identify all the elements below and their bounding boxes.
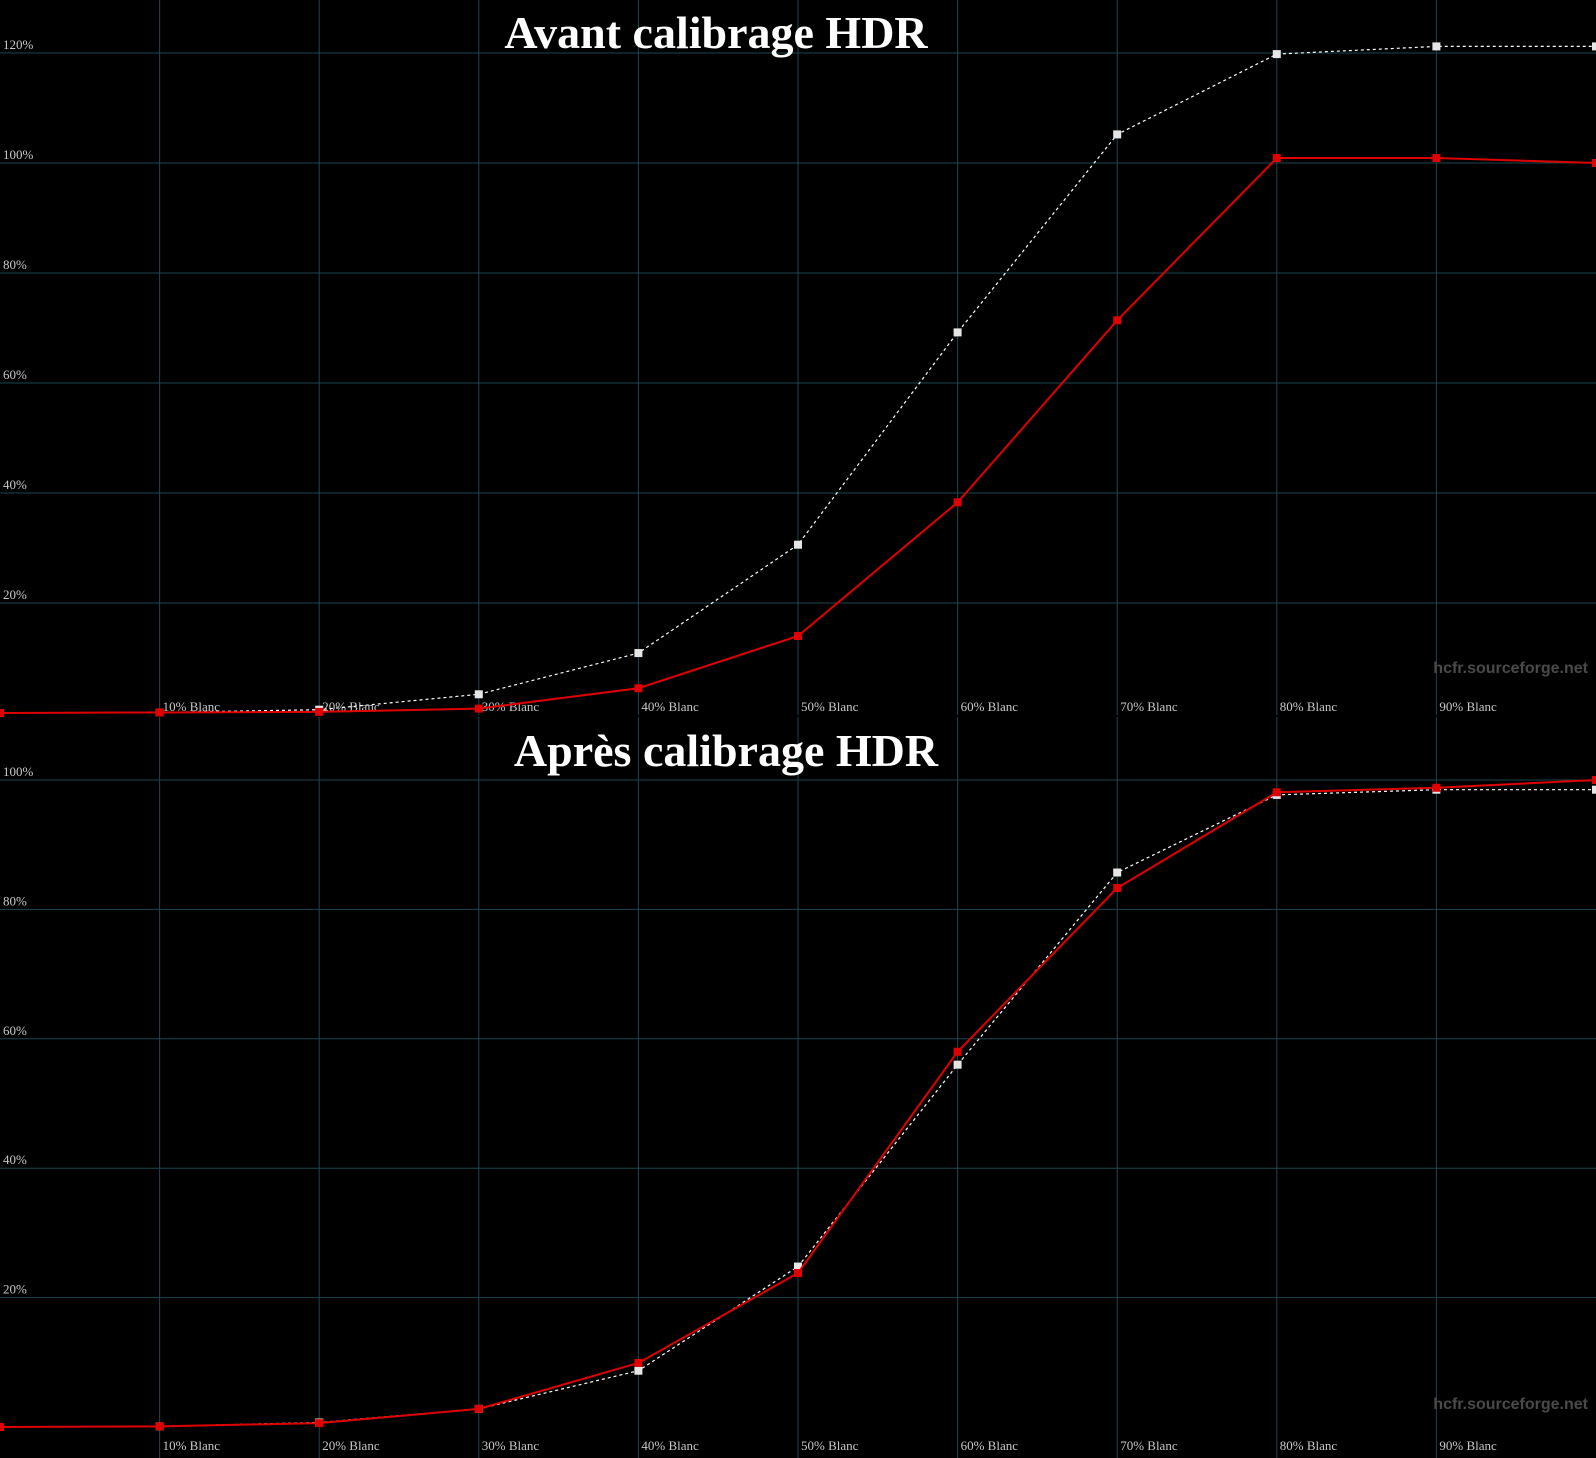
y-tick-label: 120%	[3, 37, 34, 52]
data-point	[1113, 130, 1122, 139]
x-tick-label: 70% Blanc	[1120, 699, 1178, 714]
x-tick-label: 70% Blanc	[1120, 1438, 1178, 1453]
series-polyline	[0, 45, 1596, 714]
x-tick-label: 20% Blanc	[322, 1438, 380, 1453]
data-point	[1272, 788, 1281, 797]
data-point	[155, 1422, 164, 1431]
series-measured-line	[0, 154, 1596, 717]
data-point	[953, 328, 962, 337]
y-tick-label: 80%	[3, 893, 27, 908]
data-point	[315, 1419, 324, 1428]
chart-title: Après calibrage HDR	[514, 725, 939, 776]
x-tick-label: 40% Blanc	[641, 1438, 699, 1453]
watermark: hcfr.sourceforge.net	[1433, 660, 1588, 677]
data-point	[634, 684, 643, 693]
y-tick-label: 100%	[3, 147, 34, 162]
data-point	[1592, 159, 1596, 167]
x-tick-label: 80% Blanc	[1280, 1438, 1338, 1453]
data-point	[474, 704, 483, 713]
chart-before-calibration: 20%40%60%80%100%120%10% Blanc 20% Blanc 30…	[0, 0, 1596, 717]
data-point	[155, 708, 164, 717]
grid	[0, 0, 1596, 715]
data-point	[634, 1358, 643, 1367]
chart-after-calibration: 20% 40% 60% 80% 100% 10% Blanc 20% Blanc 30% Bl…	[0, 717, 1596, 1458]
chart-title: Avant calibrage HDR	[504, 7, 928, 58]
data-point	[315, 707, 324, 716]
data-point	[1113, 316, 1122, 325]
y-tick-label: 40%	[3, 1152, 27, 1167]
data-point	[794, 632, 802, 640]
data-point	[953, 1047, 962, 1056]
x-tick-label: 90% Blanc	[1439, 1438, 1497, 1453]
x-tick-label: 90% Blanc	[1439, 699, 1497, 714]
data-point	[1272, 50, 1281, 59]
data-point	[474, 1404, 483, 1413]
watermark: hcfr.sourceforge.net	[1433, 1396, 1588, 1413]
data-point	[634, 1366, 643, 1375]
x-tick-label: 80% Blanc	[1280, 699, 1338, 714]
x-tick-label: 60% Blanc	[961, 1438, 1019, 1453]
y-tick-label: 20%	[3, 1282, 27, 1297]
series-measured-line	[0, 776, 1596, 1431]
y-tick-label: 60%	[3, 1023, 27, 1038]
y-tick-label: 100%	[3, 764, 34, 779]
data-point	[953, 498, 962, 507]
data-point	[1432, 42, 1441, 51]
y-tick-label: 20%	[3, 587, 27, 602]
x-tick-label: 10% Blanc	[163, 699, 221, 714]
x-tick-label: 30% Blanc	[482, 1438, 540, 1453]
data-point	[794, 1269, 802, 1278]
x-tick-label: 50% Blanc	[801, 1438, 859, 1453]
y-tick-label: 40%	[3, 477, 27, 492]
data-point	[1432, 154, 1441, 163]
data-point	[1592, 785, 1596, 794]
y-tick-label: 80%	[3, 257, 27, 272]
grid	[0, 717, 1596, 1458]
x-tick-label: 50% Blanc	[801, 699, 859, 714]
data-point	[1592, 42, 1596, 51]
data-point	[1592, 776, 1596, 784]
y-tick-label: 60%	[3, 367, 27, 382]
data-point	[1113, 868, 1122, 877]
data-point	[474, 690, 483, 699]
x-tick-label: 10% Blanc	[163, 1438, 221, 1453]
data-point	[1113, 884, 1122, 893]
data-point	[794, 540, 802, 549]
data-point	[794, 1262, 802, 1271]
x-tick-label: 40% Blanc	[641, 699, 699, 714]
data-point	[0, 1423, 4, 1431]
data-point	[0, 709, 4, 717]
data-point	[1272, 154, 1281, 163]
data-point	[953, 1060, 962, 1069]
x-tick-label: 60% Blanc	[961, 699, 1019, 714]
data-point	[634, 649, 643, 658]
data-point	[1432, 783, 1441, 792]
